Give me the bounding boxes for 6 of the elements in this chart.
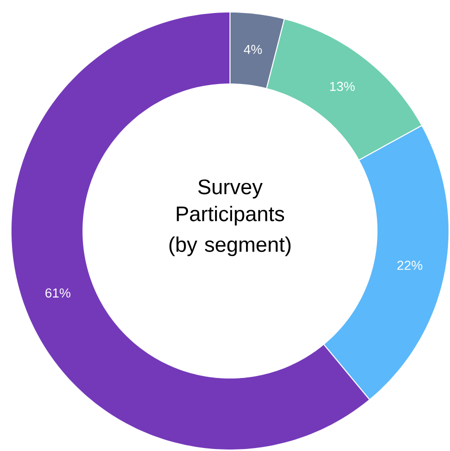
text: Survey Participants: [176, 179, 284, 226]
data-label: 61%: [45, 288, 70, 298]
text: (by segment): [169, 236, 291, 256]
data-label: 22%: [397, 260, 422, 270]
data-label: 13%: [330, 82, 355, 92]
data-label: 4%: [244, 44, 262, 54]
